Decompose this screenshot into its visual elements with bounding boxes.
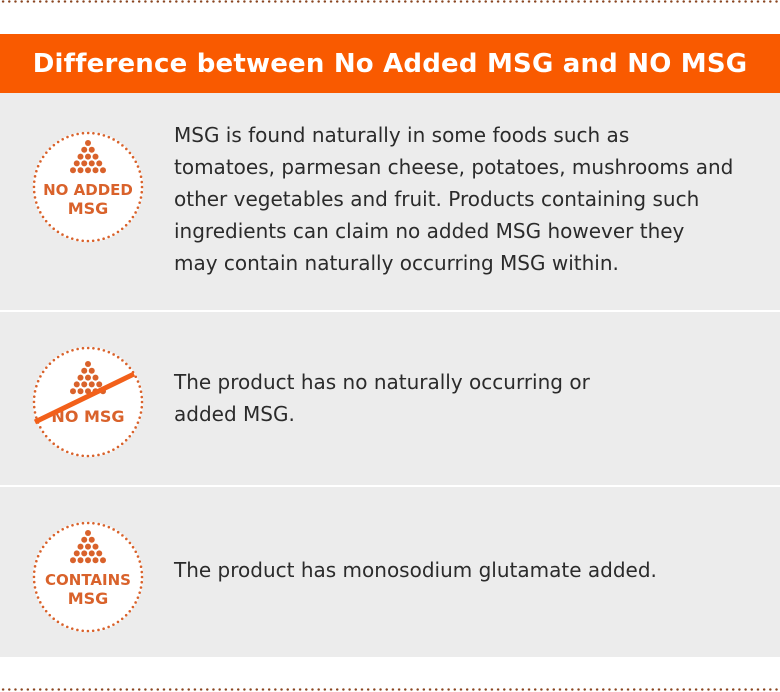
strike-line (33, 371, 136, 425)
badge-label: MSG (68, 589, 109, 608)
bottom-dotted-divider (0, 688, 780, 691)
page-title: Difference between No Added MSG and NO M… (0, 34, 780, 93)
no-msg-badge-icon: NO MSG (32, 346, 144, 458)
badge-label: NO ADDED (43, 181, 133, 199)
dotted-ring (32, 131, 144, 243)
badge-label: MSG (68, 199, 109, 218)
top-dotted-divider (0, 0, 780, 3)
msg-crystals-icon (70, 530, 106, 564)
msg-crystals-icon (70, 140, 106, 174)
msg-crystals-icon (70, 361, 106, 395)
row-no-added-msg: NO ADDED MSG MSG is found naturally in so… (0, 93, 780, 310)
dotted-ring (32, 521, 144, 633)
row-contains-msg: CONTAINS MSG The product has monosodium g… (0, 487, 780, 657)
row-description: The product has monosodium glutamate add… (174, 558, 657, 582)
row-description: MSG is found naturally in some foods suc… (174, 123, 734, 275)
badge-label: CONTAINS (45, 571, 131, 589)
row-description: The product has no naturally occurring o… (174, 370, 590, 426)
badge-label: NO MSG (51, 407, 124, 426)
dotted-ring (32, 346, 144, 458)
row-no-msg: NO MSG The product has no naturally occu… (0, 312, 780, 485)
